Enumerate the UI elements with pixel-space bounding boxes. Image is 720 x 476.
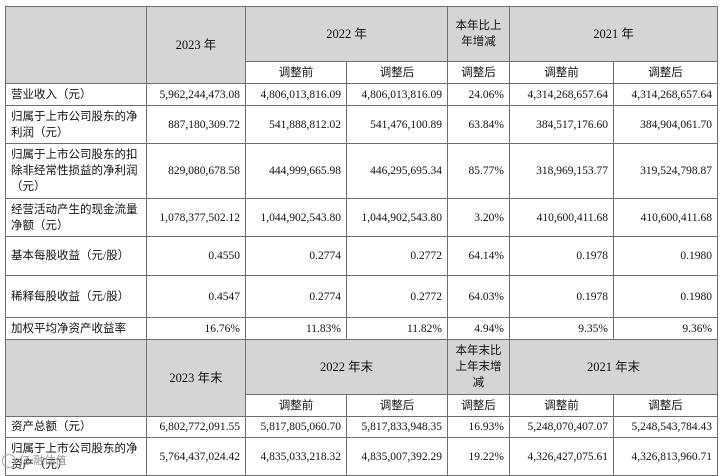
header-2021-after: 调整后 xyxy=(613,61,719,84)
header-2021-end: 2021 年末 xyxy=(509,339,719,395)
cell-2021-after: 4,326,813,960.71 xyxy=(613,437,719,476)
cell-change: 24.06% xyxy=(447,83,511,106)
header-2023: 2023 年 xyxy=(146,6,246,84)
row-label: 基本每股收益（元/股） xyxy=(5,236,147,276)
header-2022-end: 2022 年末 xyxy=(244,339,449,395)
cell-2022-before: 0.2774 xyxy=(245,275,347,318)
cell-2022-before: 4,806,013,816.09 xyxy=(245,83,347,106)
cell-change: 85.77% xyxy=(447,143,511,199)
header-2022-before: 调整前 xyxy=(245,61,347,84)
header-2022-end-before: 调整前 xyxy=(245,394,347,417)
header-change-end: 本年末比上年末增减 xyxy=(447,339,511,395)
cell-2021-before: 0.1978 xyxy=(509,275,615,318)
cell-2023: 0.4547 xyxy=(146,275,246,318)
table-row: 资产总额（元） 6,802,772,091.55 5,817,805,060.7… xyxy=(5,416,719,438)
row-label: 资产总额（元） xyxy=(5,416,147,438)
table-row: 基本每股收益（元/股） 0.4550 0.2774 0.2772 64.14% … xyxy=(5,236,719,276)
cell-change: 64.03% xyxy=(447,275,511,318)
cell-2021-after: 9.36% xyxy=(613,317,719,340)
cell-change: 4.94% xyxy=(447,317,511,340)
row-label: 加权平均净资产收益率 xyxy=(5,317,147,340)
cell-2021-before: 0.1978 xyxy=(509,236,615,276)
cell-2021-before: 384,517,176.60 xyxy=(509,105,615,144)
watermark-logo-icon xyxy=(2,454,16,468)
table-row: 归属于上市公司股东的净利润（元） 887,180,309.72 541,888,… xyxy=(5,105,719,144)
table-row: 经营活动产生的现金流量净额（元） 1,078,377,502.12 1,044,… xyxy=(5,198,719,237)
cell-change: 63.84% xyxy=(447,105,511,144)
cell-2023: 0.4550 xyxy=(146,236,246,276)
cell-2023: 16.76% xyxy=(146,317,246,340)
header-2023-end: 2023 年末 xyxy=(146,339,246,417)
cell-2022-after: 1,044,902,543.80 xyxy=(345,198,449,237)
cell-2021-before: 318,969,153.77 xyxy=(509,143,615,199)
cell-2021-before: 5,248,070,407.07 xyxy=(509,416,615,438)
cell-2021-before: 4,314,268,657.64 xyxy=(509,83,615,106)
header-2022-after: 调整后 xyxy=(345,61,449,84)
cell-change: 3.20% xyxy=(447,198,511,237)
row-label: 经营活动产生的现金流量净额（元） xyxy=(5,198,147,237)
header-change-end-after: 调整后 xyxy=(447,394,511,417)
cell-2022-after: 0.2772 xyxy=(345,275,449,318)
cell-2023: 5,764,437,024.42 xyxy=(146,437,246,476)
header-label-cell xyxy=(5,6,147,84)
table-row: 归属于上市公司股东的扣除非经常性损益的净利润（元） 829,080,678.58… xyxy=(5,143,719,199)
cell-2021-before: 410,600,411.68 xyxy=(509,198,615,237)
cell-2022-before: 1,044,902,543.80 xyxy=(245,198,347,237)
header-change-after: 调整后 xyxy=(447,61,511,84)
header-2021-before: 调整前 xyxy=(509,61,615,84)
cell-2021-after: 410,600,411.68 xyxy=(613,198,719,237)
row-label: 营业收入（元） xyxy=(5,83,147,106)
row-label: 归属于上市公司股东的扣除非经常性损益的净利润（元） xyxy=(5,143,147,199)
table-row: 稀释每股收益（元/股） 0.4547 0.2774 0.2772 64.03% … xyxy=(5,275,719,318)
header-2021-end-before: 调整前 xyxy=(509,394,615,417)
table-row: 归属于上市公司股东的净资产（元） 5,764,437,024.42 4,835,… xyxy=(5,437,719,476)
cell-2021-after: 384,904,061.70 xyxy=(613,105,719,144)
cell-2022-before: 444,999,665.98 xyxy=(245,143,347,199)
cell-2022-after: 0.2772 xyxy=(345,236,449,276)
cell-2022-after: 11.82% xyxy=(345,317,449,340)
cell-2022-after: 4,806,013,816.09 xyxy=(345,83,449,106)
cell-2022-before: 0.2774 xyxy=(245,236,347,276)
cell-2023: 829,080,678.58 xyxy=(146,143,246,199)
header-change: 本年比上年增减 xyxy=(447,6,511,62)
cell-2022-after: 446,295,695.34 xyxy=(345,143,449,199)
cell-2021-before: 4,326,427,075.61 xyxy=(509,437,615,476)
cell-change: 19.22% xyxy=(447,437,511,476)
row-label: 归属于上市公司股东的净利润（元） xyxy=(5,105,147,144)
cell-2023: 887,180,309.72 xyxy=(146,105,246,144)
financial-data-table: 2023 年 2022 年 本年比上年增减 2021 年 调整前 调整后 调整后… xyxy=(5,6,719,476)
watermark-text: 亿 融估值 xyxy=(19,454,67,467)
cell-2022-before: 4,835,033,218.32 xyxy=(245,437,347,476)
row-label: 稀释每股收益（元/股） xyxy=(5,275,147,318)
watermark: 亿 融估值 xyxy=(2,452,67,468)
cell-2021-after: 319,524,798.87 xyxy=(613,143,719,199)
table-row: 加权平均净资产收益率 16.76% 11.83% 11.82% 4.94% 9.… xyxy=(5,317,719,340)
cell-change: 16.93% xyxy=(447,416,511,438)
header-2022-end-after: 调整后 xyxy=(345,394,449,417)
cell-2023: 6,802,772,091.55 xyxy=(146,416,246,438)
header-2022: 2022 年 xyxy=(244,6,449,62)
cell-2022-after: 5,817,833,948.35 xyxy=(345,416,449,438)
cell-2023: 1,078,377,502.12 xyxy=(146,198,246,237)
cell-2022-before: 5,817,805,060.70 xyxy=(245,416,347,438)
cell-2022-before: 11.83% xyxy=(245,317,347,340)
cell-2022-before: 541,888,812.02 xyxy=(245,105,347,144)
cell-2023: 5,962,244,473.08 xyxy=(146,83,246,106)
table-row: 营业收入（元） 5,962,244,473.08 4,806,013,816.0… xyxy=(5,83,719,106)
cell-change: 64.14% xyxy=(447,236,511,276)
cell-2021-after: 0.1980 xyxy=(613,275,719,318)
cell-2021-after: 5,248,543,784.43 xyxy=(613,416,719,438)
cell-2022-after: 4,835,007,392.29 xyxy=(345,437,449,476)
cell-2022-after: 541,476,100.89 xyxy=(345,105,449,144)
cell-2021-after: 4,314,268,657.64 xyxy=(613,83,719,106)
header-2021-end-after: 调整后 xyxy=(613,394,719,417)
header-2021: 2021 年 xyxy=(509,6,719,62)
row-label: 归属于上市公司股东的净资产（元） xyxy=(5,437,147,476)
header-label-cell xyxy=(5,339,147,417)
cell-2021-after: 0.1980 xyxy=(613,236,719,276)
cell-2021-before: 9.35% xyxy=(509,317,615,340)
